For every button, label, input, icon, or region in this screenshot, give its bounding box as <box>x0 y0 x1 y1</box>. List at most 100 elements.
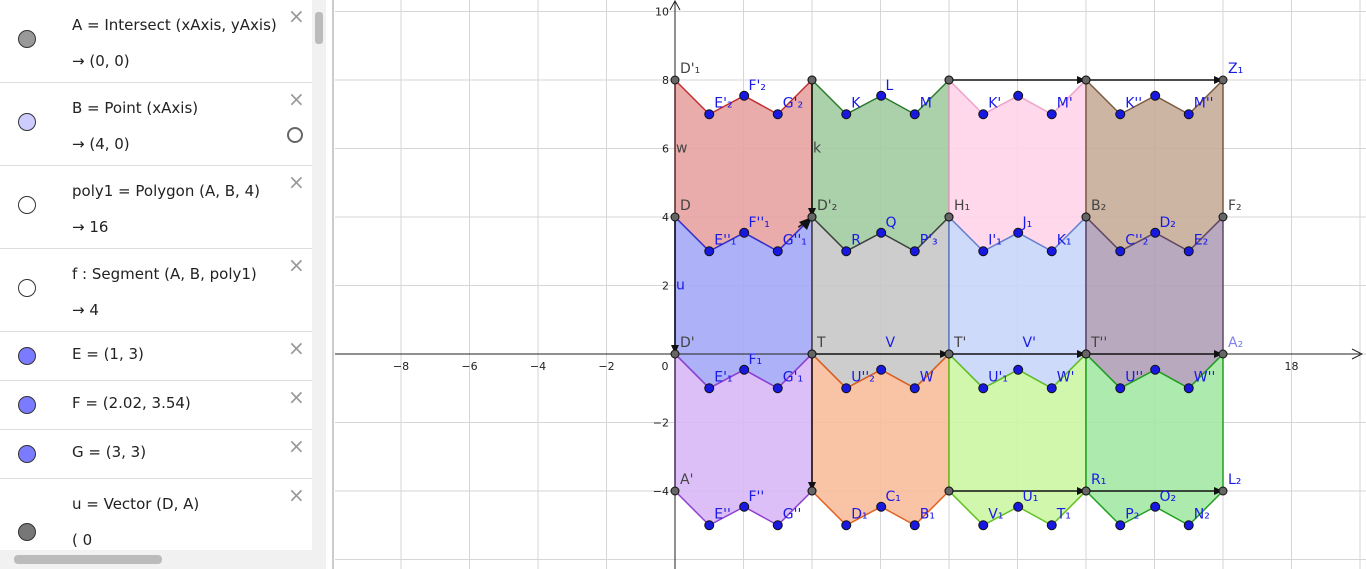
visibility-toggle[interactable] <box>18 113 36 131</box>
point <box>1218 349 1228 359</box>
algebra-item[interactable]: f : Segment (A, B, poly1) → 4 × <box>0 249 312 332</box>
definition: A = Intersect (xAxis, yAxis) <box>72 16 277 34</box>
point <box>909 246 920 257</box>
algebra-item[interactable]: u = Vector (D, A) ( 0 × <box>0 479 312 550</box>
y-tick-label: −2 <box>653 417 669 430</box>
point <box>876 501 887 512</box>
definition: B = Point (xAxis) <box>72 99 199 117</box>
point <box>704 109 715 120</box>
point <box>1183 520 1194 531</box>
visibility-toggle[interactable] <box>18 196 36 214</box>
point-label: L₂ <box>1228 472 1241 488</box>
algebra-item[interactable]: F = (2.02, 3.54) × <box>0 381 312 430</box>
point <box>704 246 715 257</box>
point <box>772 109 783 120</box>
algebra-item[interactable]: E = (1, 3) × <box>0 332 312 381</box>
point <box>841 383 852 394</box>
point <box>876 90 887 101</box>
algebra-item[interactable]: A = Intersect (xAxis, yAxis) → (0, 0) × <box>0 0 312 83</box>
point <box>1150 501 1161 512</box>
point <box>1046 109 1057 120</box>
y-tick-label: 6 <box>662 143 669 156</box>
point-label: V₁ <box>988 506 1003 522</box>
point-label: M <box>920 95 932 111</box>
point-label: D'₂ <box>817 198 837 214</box>
visibility-toggle[interactable] <box>18 279 36 297</box>
x-tick-label: −6 <box>461 360 477 373</box>
x-tick-label: −2 <box>598 360 614 373</box>
point <box>739 501 750 512</box>
point-label: E'₂ <box>714 95 732 111</box>
delete-button[interactable]: × <box>288 87 305 111</box>
play-button[interactable] <box>287 127 303 143</box>
delete-button[interactable]: × <box>288 253 305 277</box>
delete-button[interactable]: × <box>288 483 305 507</box>
point <box>772 246 783 257</box>
vertical-scrollbar[interactable] <box>312 0 326 550</box>
point <box>807 212 817 222</box>
point-label: V <box>886 335 896 351</box>
point-label: F'₂ <box>749 78 767 94</box>
point <box>704 520 715 531</box>
point-label: G'₁ <box>783 369 803 385</box>
point-label: M' <box>1057 95 1073 111</box>
point-label: D <box>680 198 691 214</box>
point <box>670 349 680 359</box>
point <box>909 383 920 394</box>
point <box>944 212 954 222</box>
point <box>1081 212 1091 222</box>
point <box>1013 501 1024 512</box>
point <box>1115 383 1126 394</box>
segment-label: k <box>813 141 822 157</box>
point-label: U'₁ <box>988 369 1008 385</box>
visibility-toggle[interactable] <box>18 396 36 414</box>
point-label: L <box>886 78 894 94</box>
point-label: F₂ <box>1228 198 1242 214</box>
y-tick-label: −4 <box>653 485 669 498</box>
algebra-item[interactable]: G = (3, 3) × <box>0 430 312 479</box>
point-label: N₂ <box>1194 506 1210 522</box>
point-label: F₁ <box>749 352 763 368</box>
point <box>1046 520 1057 531</box>
definition: F = (2.02, 3.54) <box>72 394 191 412</box>
point-label: E''₁ <box>714 232 736 248</box>
horizontal-scrollbar[interactable] <box>0 550 326 569</box>
point-label: K' <box>988 95 1001 111</box>
definition: poly1 = Polygon (A, B, 4) <box>72 182 260 200</box>
x-tick-label: 0 <box>662 360 669 373</box>
point <box>1013 227 1024 238</box>
point-label: E₂ <box>1194 232 1208 248</box>
delete-button[interactable]: × <box>288 434 305 458</box>
point <box>1013 364 1024 375</box>
delete-button[interactable]: × <box>288 170 305 194</box>
vector-head <box>799 217 812 230</box>
point <box>1115 246 1126 257</box>
point <box>1013 90 1024 101</box>
point <box>704 383 715 394</box>
delete-button[interactable]: × <box>288 4 305 28</box>
y-tick-label: 10 <box>655 6 669 19</box>
point <box>978 109 989 120</box>
point <box>1218 486 1228 496</box>
point <box>670 486 680 496</box>
point <box>944 486 954 496</box>
algebra-item[interactable]: poly1 = Polygon (A, B, 4) → 16 × <box>0 166 312 249</box>
point-label: Q <box>886 215 897 231</box>
point-label: K <box>851 95 861 111</box>
delete-button[interactable]: × <box>288 385 305 409</box>
visibility-toggle[interactable] <box>18 445 36 463</box>
point <box>1115 109 1126 120</box>
point <box>978 520 989 531</box>
point-label: E'' <box>714 506 731 522</box>
point-label: G'₂ <box>783 95 803 111</box>
point-label: W' <box>1057 369 1075 385</box>
point-label: J₁ <box>1022 215 1033 231</box>
point-label: T' <box>953 335 966 351</box>
visibility-toggle[interactable] <box>18 347 36 365</box>
delete-button[interactable]: × <box>288 336 305 360</box>
x-axis-arrow <box>1351 348 1364 360</box>
algebra-item[interactable]: B = Point (xAxis) → (4, 0) × <box>0 83 312 166</box>
visibility-toggle[interactable] <box>18 523 36 541</box>
visibility-toggle[interactable] <box>18 30 36 48</box>
